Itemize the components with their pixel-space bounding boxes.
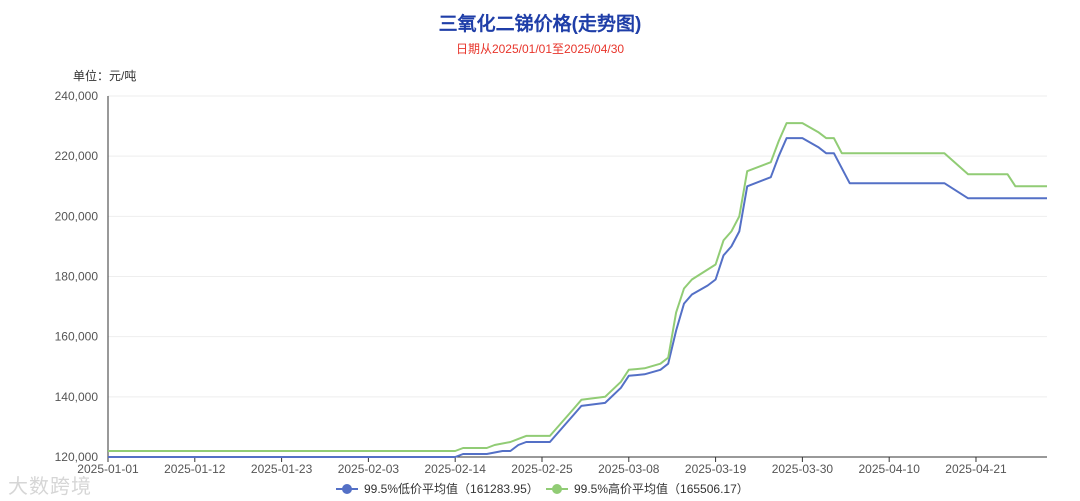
low-price-series-line bbox=[108, 137, 1047, 458]
x-tick-label: 2025-04-10 bbox=[858, 462, 920, 476]
y-tick-label: 220,000 bbox=[55, 149, 99, 163]
x-tick-label: 2025-01-01 bbox=[77, 462, 139, 476]
x-tick-label: 2025-01-23 bbox=[251, 462, 313, 476]
y-tick-label: 120,000 bbox=[55, 450, 99, 464]
y-tick-label: 200,000 bbox=[55, 209, 99, 223]
x-tick-label: 2025-02-14 bbox=[424, 462, 486, 476]
chart-subtitle: 日期从2025/01/01至2025/04/30 bbox=[455, 42, 625, 56]
legend-label: 99.5%高价平均值（165506.17） bbox=[574, 481, 749, 496]
x-tick-label: 2025-02-03 bbox=[338, 462, 400, 476]
chart-title: 三氧化二锑价格(走势图) bbox=[438, 14, 642, 35]
x-tick-label: 2025-02-25 bbox=[511, 462, 573, 476]
y-tick-label: 180,000 bbox=[55, 270, 99, 284]
legend-marker bbox=[552, 484, 562, 494]
watermark-logo: 大数跨境 bbox=[8, 476, 92, 498]
x-tick-label: 2025-03-08 bbox=[598, 462, 660, 476]
x-tick-label: 2025-03-19 bbox=[685, 462, 747, 476]
y-tick-label: 140,000 bbox=[55, 390, 99, 404]
y-tick-label: 160,000 bbox=[55, 330, 99, 344]
x-tick-label: 2025-01-12 bbox=[164, 462, 226, 476]
legend-marker bbox=[342, 484, 352, 494]
high-price-series-line bbox=[108, 122, 1047, 452]
y-tick-label: 240,000 bbox=[55, 89, 99, 103]
x-tick-label: 2025-04-21 bbox=[945, 462, 1007, 476]
legend-label: 99.5%低价平均值（161283.95） bbox=[364, 481, 539, 496]
x-tick-label: 2025-03-30 bbox=[772, 462, 834, 476]
y-axis-unit-label: 单位：元/吨 bbox=[73, 69, 137, 83]
